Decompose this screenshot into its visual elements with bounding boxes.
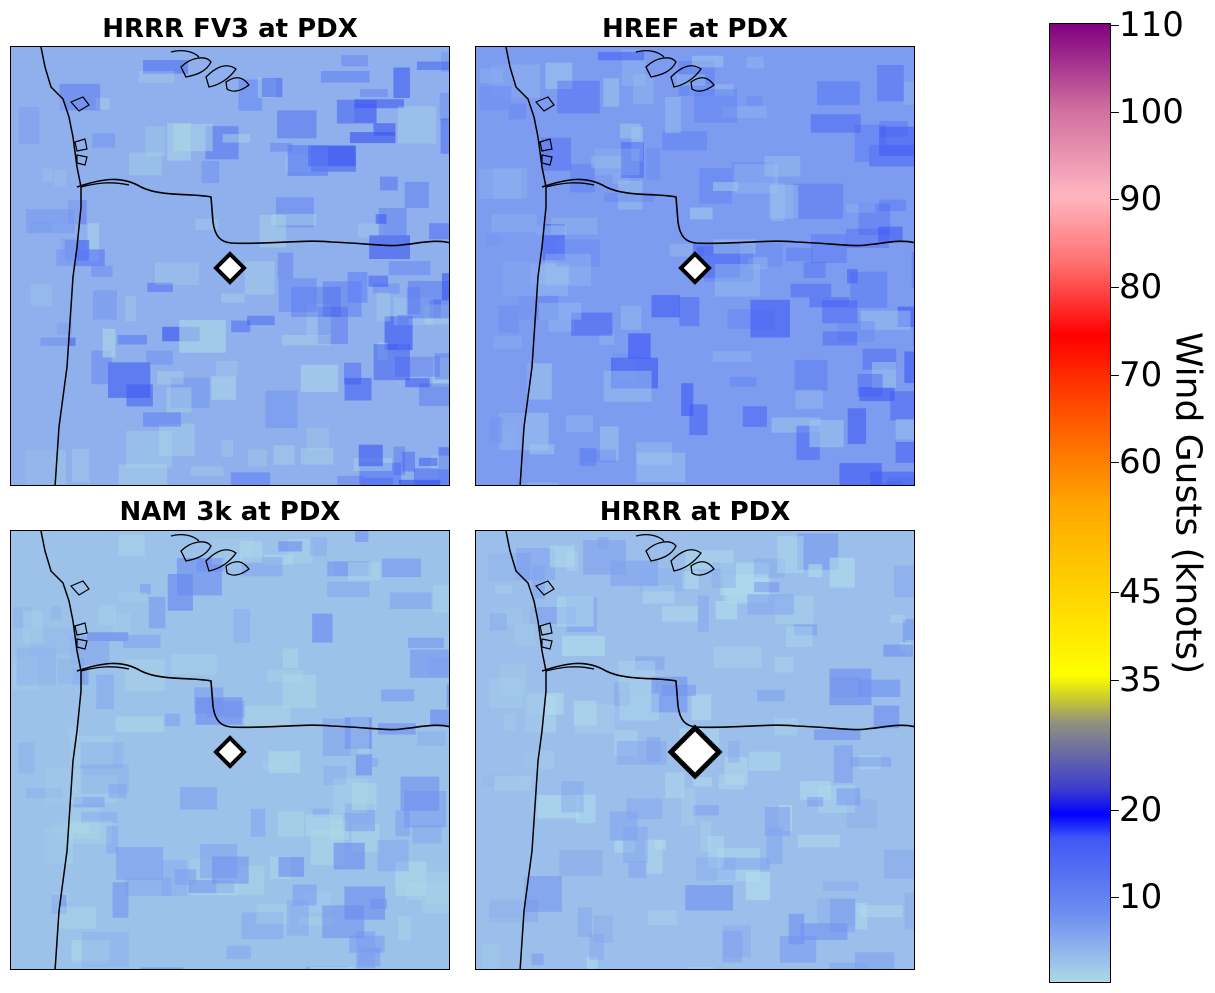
colorbar-tick [1111, 592, 1119, 593]
columbia-river [76, 178, 449, 247]
puget-sound-outline [635, 534, 715, 576]
colorbar-tick [1111, 199, 1119, 200]
puget-sound-outline [635, 50, 715, 92]
panel-title-nam-3k: NAM 3k at PDX [119, 497, 341, 527]
colorbar-tick-label: 90 [1119, 179, 1163, 219]
wind-gust-field [11, 531, 449, 969]
coastline [505, 531, 547, 969]
coastline [40, 531, 82, 969]
map-panel-hrrr [475, 530, 915, 970]
colorbar-tick [1111, 680, 1119, 681]
colorbar-tick [1111, 287, 1119, 288]
colorbar-tick-label: 60 [1119, 442, 1163, 482]
colorbar-tick-label: 110 [1119, 5, 1184, 45]
pdx-station-marker [678, 251, 712, 285]
colorbar-tick [1111, 375, 1119, 376]
columbia-river [76, 662, 449, 731]
panel-title-hrrr-fv3: HRRR FV3 at PDX [102, 14, 358, 44]
pdx-station-marker [213, 251, 247, 285]
colorbar-tick-label: 80 [1119, 267, 1163, 307]
pdx-station-marker [667, 724, 723, 780]
coastline [505, 47, 547, 485]
colorbar-tick-label: 20 [1119, 790, 1163, 830]
pdx-station-marker [213, 735, 247, 769]
colorbar-tick-label: 35 [1119, 660, 1163, 700]
colorbar-tick-label: 10 [1119, 877, 1163, 917]
colorbar-tick-label: 70 [1119, 355, 1163, 395]
colorbar-tick [1111, 112, 1119, 113]
coastline [40, 47, 82, 485]
wind-gust-field [476, 531, 914, 969]
wind-gust-field [476, 47, 914, 485]
panel-title-hrrr: HRRR at PDX [599, 497, 791, 527]
map-panel-hrrr-fv3 [10, 46, 450, 486]
colorbar [1049, 23, 1111, 983]
map-panel-nam-3k [10, 530, 450, 970]
colorbar-tick [1111, 462, 1119, 463]
colorbar-tick-label: 100 [1119, 92, 1184, 132]
colorbar-tick [1111, 25, 1119, 26]
colorbar-tick [1111, 897, 1119, 898]
colorbar-tick [1111, 810, 1119, 811]
colorbar-tick-label: 45 [1119, 572, 1163, 612]
colorbar-label: Wind Gusts (knots) [1167, 331, 1209, 675]
columbia-river [541, 178, 914, 247]
wind-gust-field [11, 47, 449, 485]
panel-title-href: HREF at PDX [601, 14, 789, 44]
map-panel-href [475, 46, 915, 486]
puget-sound-outline [170, 534, 250, 576]
puget-sound-outline [170, 50, 250, 92]
